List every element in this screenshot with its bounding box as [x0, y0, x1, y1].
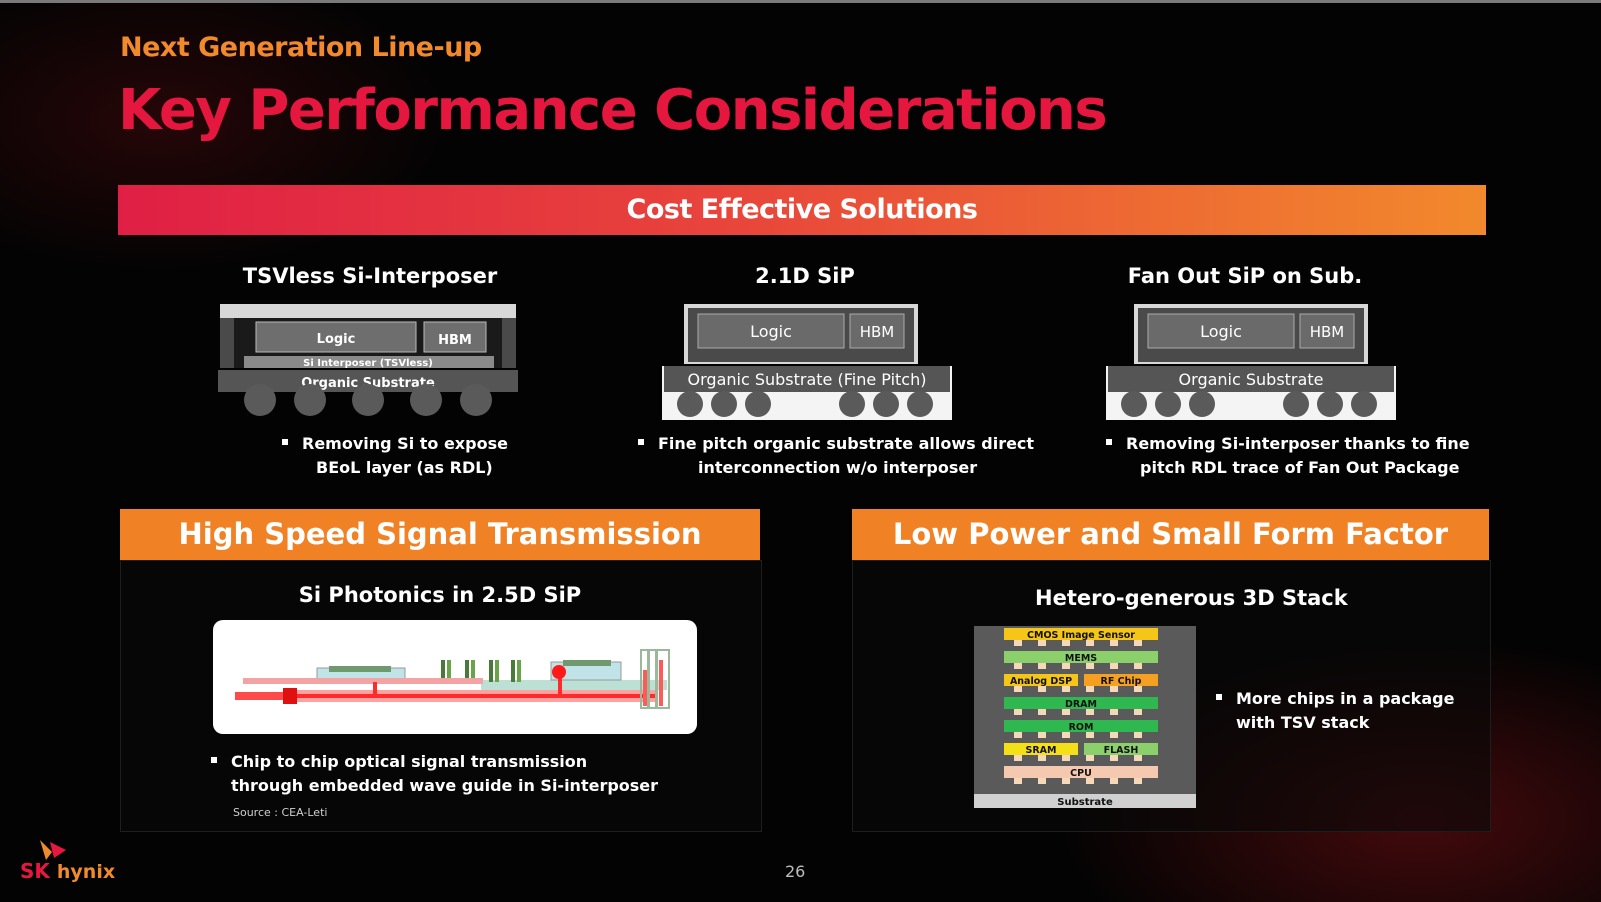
fan-out-sip-diagram: Logic HBM Organic Substrate: [1106, 304, 1396, 420]
tsvless-bullet-line2: BEoL layer (as RDL): [316, 458, 493, 477]
si-photonics-bullet: Chip to chip optical signal transmission…: [211, 750, 658, 798]
low-power-banner: Low Power and Small Form Factor: [852, 509, 1489, 560]
stack-dram-label: DRAM: [1065, 699, 1097, 710]
tsvless-interposer-label: Si Interposer (TSVless): [303, 358, 433, 369]
2-1d-logic-label: Logic: [750, 322, 792, 341]
3d-stack-bullet-line2: with TSV stack: [1236, 713, 1370, 732]
si-photonics-bullet-line1: Chip to chip optical signal transmission: [231, 752, 588, 771]
bullet-marker: [282, 439, 288, 445]
stack-sram-label: SRAM: [1026, 745, 1057, 756]
stack-analog-dsp-label: Analog DSP: [1010, 676, 1072, 687]
fan-out-bullet-line1: Removing Si-interposer thanks to fine: [1126, 434, 1470, 453]
bullet-marker: [211, 757, 217, 763]
stack-mems-label: MEMS: [1065, 653, 1097, 664]
page-number: 26: [785, 862, 806, 881]
fan-out-hbm-label: HBM: [1310, 323, 1345, 341]
2-1d-substrate-label: Organic Substrate (Fine Pitch): [688, 370, 927, 389]
tsvless-bullet-line1: Removing Si to expose: [302, 434, 508, 453]
bullet-marker: [638, 439, 644, 445]
3d-stack-diagram: CMOS Image Sensor MEMS Analog DSP RF Chi…: [974, 626, 1196, 808]
tsvless-hbm-label: HBM: [438, 333, 472, 348]
fan-out-substrate-label: Organic Substrate: [1179, 370, 1324, 389]
stack-rom-label: ROM: [1069, 722, 1094, 733]
fan-out-bullet-line2: pitch RDL trace of Fan Out Package: [1140, 458, 1460, 477]
tsvless-heading: TSVless Si-Interposer: [242, 264, 498, 288]
logo-hynix: hynix: [56, 861, 116, 883]
tsvless-bullet: Removing Si to expose BEoL layer (as RDL…: [282, 432, 508, 480]
si-photonics-diagram: [213, 620, 697, 734]
2-1d-sip-diagram: Logic HBM Organic Substrate (Fine Pitch): [662, 304, 952, 420]
sk-butterfly-logo-icon: [40, 840, 66, 860]
3d-stack-heading: Hetero-generous 3D Stack: [1035, 586, 1348, 610]
3d-stack-bullet: More chips in a package with TSV stack: [1216, 687, 1454, 735]
high-speed-banner: High Speed Signal Transmission: [120, 509, 760, 560]
logo-sk: SK: [20, 859, 50, 883]
si-photonics-heading: Si Photonics in 2.5D SiP: [298, 583, 582, 607]
bullet-marker: [1106, 439, 1112, 445]
stack-substrate-label: Substrate: [1057, 797, 1113, 808]
slide-title: Key Performance Considerations: [118, 78, 1108, 143]
tsvless-interposer-diagram: Logic HBM Si Interposer (TSVless) Organi…: [218, 304, 518, 416]
2-1d-hbm-label: HBM: [860, 323, 895, 341]
stack-flash-label: FLASH: [1104, 745, 1139, 756]
slide-subtitle: Next Generation Line-up: [120, 32, 482, 63]
2-1d-bullet-line2: interconnection w/o interposer: [698, 458, 978, 477]
top-border: [0, 0, 1601, 3]
si-photonics-bullet-line2: through embedded wave guide in Si-interp…: [231, 776, 659, 795]
tsvless-substrate-label: Organic Substrate: [301, 376, 435, 391]
fan-out-logic-label: Logic: [1200, 322, 1242, 341]
3d-stack-bullet-line1: More chips in a package: [1236, 689, 1455, 708]
stack-cpu-label: CPU: [1070, 768, 1092, 779]
2-1d-sip-bullet: Fine pitch organic substrate allows dire…: [638, 432, 1034, 480]
cost-effective-banner: Cost Effective Solutions: [118, 185, 1486, 235]
fan-out-sip-bullet: Removing Si-interposer thanks to fine pi…: [1106, 432, 1470, 480]
source-note: Source : CEA-Leti: [233, 806, 328, 819]
sk-hynix-logo: SK hynix: [20, 859, 115, 883]
2-1d-sip-heading: 2.1D SiP: [755, 264, 855, 288]
2-1d-bullet-line1: Fine pitch organic substrate allows dire…: [658, 434, 1035, 453]
fan-out-sip-heading: Fan Out SiP on Sub.: [1127, 264, 1363, 288]
stack-rf-chip-label: RF Chip: [1101, 676, 1142, 687]
stack-cmos-label: CMOS Image Sensor: [1027, 630, 1135, 641]
bullet-marker: [1216, 694, 1222, 700]
tsvless-logic-label: Logic: [317, 332, 356, 347]
